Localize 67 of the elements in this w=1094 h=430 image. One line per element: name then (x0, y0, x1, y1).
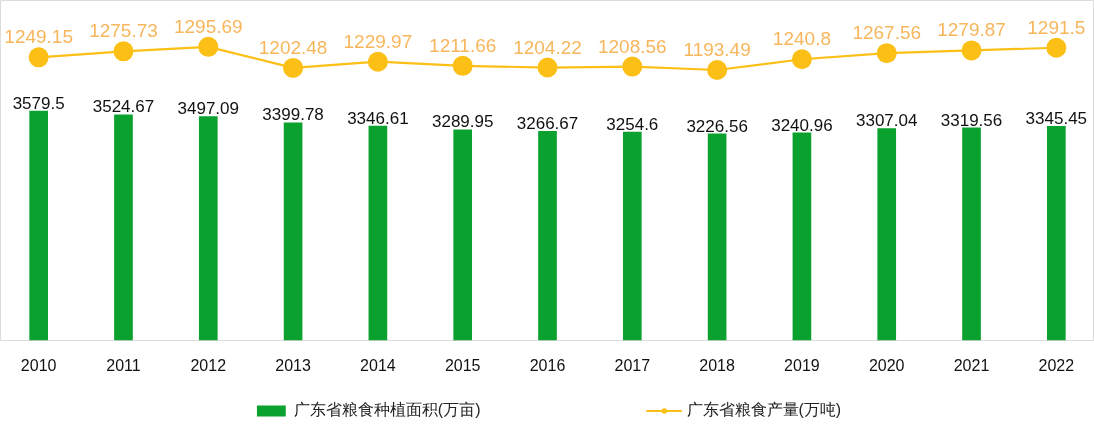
point (791, 49, 812, 70)
point (452, 55, 473, 76)
x-tick-label: 2020 (868, 356, 905, 374)
x-tick-label: 2012 (190, 356, 227, 374)
data-label: 1193.49 (683, 38, 751, 60)
point (283, 57, 304, 78)
bar (877, 128, 897, 341)
point (961, 40, 982, 61)
data-label: 3254.6 (606, 114, 659, 134)
point (876, 43, 897, 64)
data-label: 1240.8 (772, 28, 831, 50)
bar (538, 130, 557, 341)
point (113, 41, 134, 62)
point (537, 57, 558, 78)
x-tick-label: 2016 (529, 356, 566, 374)
x-tick-label: 2013 (275, 356, 311, 374)
x-tick-label: 2019 (784, 356, 820, 374)
data-label: 3240.96 (771, 115, 833, 135)
data-label: 1295.69 (173, 15, 243, 37)
data-label: 1202.48 (258, 36, 328, 58)
point (198, 36, 219, 57)
data-label: 3266.67 (516, 113, 579, 133)
x-tick-label: 2022 (1038, 356, 1075, 374)
data-label: 3226.56 (686, 116, 748, 136)
bar (368, 125, 388, 341)
bar (622, 131, 642, 341)
data-label: 1275.73 (89, 20, 158, 42)
data-label: 3289.95 (431, 112, 494, 132)
point (1046, 37, 1067, 58)
x-tick-label: 2018 (699, 356, 736, 374)
bar (114, 114, 133, 341)
data-label: 3399.78 (262, 105, 324, 125)
data-label: 3307.04 (856, 111, 918, 131)
data-label: 1211.66 (429, 34, 497, 56)
data-label: 1249.15 (4, 26, 74, 48)
point (622, 56, 643, 77)
bar (962, 127, 981, 341)
bar (29, 110, 48, 341)
data-label: 1229.97 (343, 30, 413, 52)
x-tick-label: 2015 (444, 356, 481, 374)
point (367, 51, 388, 72)
data-label: 3524.67 (92, 97, 155, 117)
data-label: 1291.5 (1027, 16, 1086, 38)
bar (283, 122, 303, 341)
data-label: 3346.61 (347, 108, 409, 128)
bar (792, 132, 812, 341)
bar (198, 116, 218, 341)
data-label: 1204.22 (513, 36, 582, 58)
legend-label: 广东省粮食产量(万吨) (686, 399, 842, 420)
x-tick-label: 2010 (20, 356, 57, 374)
bar (1047, 125, 1066, 341)
data-label: 1279.87 (937, 19, 1006, 41)
data-label: 3579.5 (12, 93, 65, 113)
x-tick-label: 2011 (106, 356, 141, 374)
bar (707, 133, 727, 341)
x-tick-label: 2014 (360, 356, 396, 374)
bar (453, 129, 473, 341)
data-label: 1267.56 (852, 22, 922, 44)
point (28, 47, 49, 68)
data-label: 3497.09 (177, 99, 239, 119)
data-label: 3319.56 (940, 110, 1003, 130)
data-label: 3345.45 (1025, 108, 1088, 128)
x-tick-label: 2017 (614, 356, 651, 374)
data-label: 1208.56 (597, 35, 667, 57)
x-tick-label: 2021 (953, 356, 990, 374)
point (707, 60, 728, 80)
legend-label: 广东省粮食种植面积(万亩) (293, 399, 481, 420)
